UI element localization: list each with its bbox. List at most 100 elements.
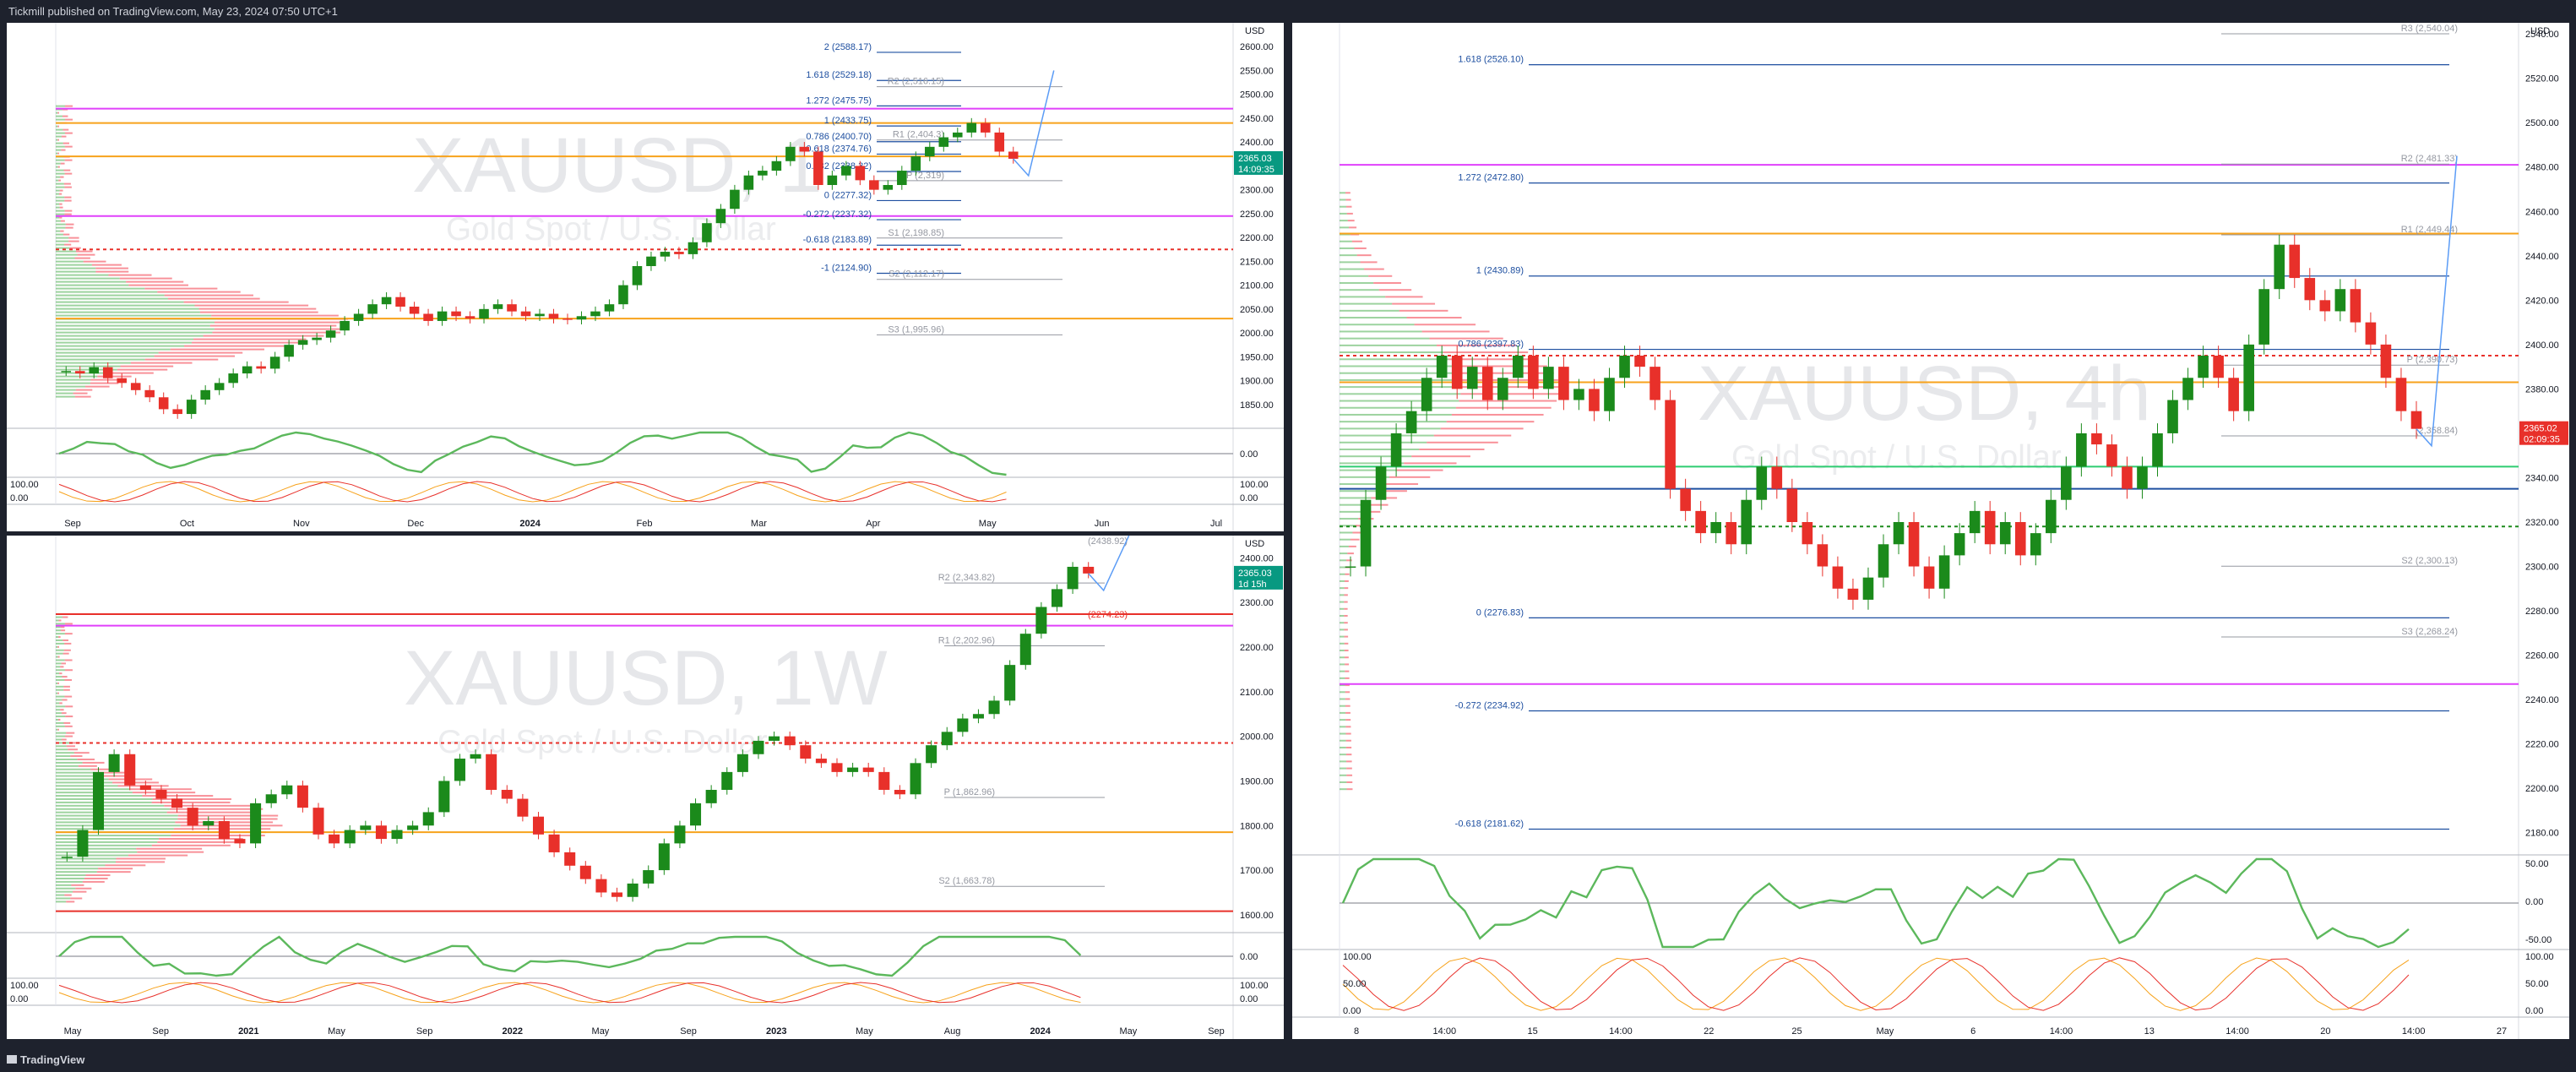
candle-body: [367, 304, 378, 314]
profile-bar-down: [65, 735, 73, 737]
candle-body: [1771, 466, 1783, 489]
candle-body: [2014, 522, 2026, 556]
profile-bar-down: [66, 901, 75, 903]
candle-body: [451, 311, 461, 317]
profile-bar-down: [214, 328, 345, 330]
x-tick-label: May: [1876, 1026, 1894, 1037]
candle-body: [2380, 344, 2392, 378]
profile-bar-down: [117, 368, 168, 371]
candle-body: [89, 367, 100, 374]
profile-bar-up: [56, 348, 171, 351]
candle-body: [312, 808, 324, 835]
profile-bar-up: [1340, 302, 1393, 305]
candle-body: [815, 759, 827, 764]
profile-bar-down: [136, 847, 203, 850]
profile-bar-down: [1389, 476, 1431, 478]
profile-bar-up: [1340, 309, 1399, 312]
candle-body: [2304, 278, 2316, 301]
profile-bar-up: [56, 335, 204, 337]
candle-body: [1878, 544, 1889, 578]
candle-body: [234, 839, 246, 844]
profile-bar-up: [56, 735, 66, 737]
candle-body: [980, 122, 991, 133]
candle-body: [381, 297, 392, 305]
profile-bar-up: [56, 821, 176, 824]
profile-bar-up: [1340, 642, 1345, 645]
candle-body: [878, 771, 890, 791]
osc-tick-label: 0.00: [1240, 449, 1258, 460]
profile-bar-up: [56, 837, 159, 840]
candle-body: [730, 189, 740, 210]
profile-bar-down: [164, 804, 253, 807]
profile-bar-up: [56, 732, 67, 734]
profile-bar-up: [1340, 767, 1347, 770]
profile-bar-down: [1348, 545, 1356, 547]
profile-bar-down: [66, 732, 75, 734]
profile-bar-down: [90, 382, 119, 384]
profile-bar-down: [64, 243, 72, 246]
candle-body: [604, 304, 615, 312]
profile-bar-down: [1460, 386, 1561, 389]
profile-bar-up: [1340, 372, 1458, 374]
candle-body: [501, 790, 513, 799]
y-tick-label: 2400.00: [1240, 553, 1274, 563]
profile-bar-down: [1345, 711, 1350, 714]
stoch-tick-label-right: 100.00: [1240, 981, 1269, 991]
profile-bar-up: [56, 139, 58, 141]
candle-body: [1710, 522, 1721, 534]
candle-body: [486, 754, 497, 791]
candle-body: [1513, 356, 1524, 378]
profile-bar-down: [137, 851, 204, 853]
y-tick-label: 2200.00: [1240, 233, 1274, 243]
profile-bar-up: [56, 672, 60, 675]
profile-bar-down: [169, 808, 264, 810]
profile-bar-up: [1340, 774, 1347, 776]
candle-body: [1847, 588, 1859, 600]
profile-bar-up: [56, 199, 65, 202]
profile-bar-down: [73, 752, 90, 754]
profile-bar-up: [56, 162, 61, 165]
stoch-k-line: [58, 982, 1081, 1004]
profile-bar-up: [1340, 614, 1345, 617]
daily-chart-panel[interactable]: XAUUSD, 1 Gold Spot / U.S. Dollar 2 (2588.…: [7, 23, 1284, 531]
profile-bar-up: [1340, 455, 1412, 458]
profile-bar-up: [56, 688, 64, 691]
profile-bar-down: [57, 166, 60, 168]
profile-bar-up: [56, 297, 168, 300]
candle-body: [228, 373, 238, 384]
y-tick-label: 2340.00: [2525, 473, 2559, 483]
pivot-label: P (2,390.73): [2407, 355, 2458, 365]
profile-bar-up: [56, 257, 75, 259]
x-tick-label: May: [592, 1026, 610, 1037]
profile-bar-up: [56, 351, 159, 354]
level-label: (2438.92): [1088, 536, 1128, 547]
profile-bar-up: [1340, 413, 1452, 416]
candle-body: [1543, 367, 1554, 389]
profile-bar-down: [214, 321, 345, 324]
profile-bar-down: [62, 676, 68, 678]
candle-body: [715, 209, 726, 224]
profile-bar-down: [61, 135, 67, 138]
fib-label: 0.786 (2397.83): [1458, 340, 1524, 350]
x-tick-label: 15: [1527, 1026, 1537, 1037]
profile-bar-up: [1340, 622, 1345, 624]
profile-bar-down: [57, 728, 59, 731]
profile-bar-down: [63, 649, 71, 651]
y-tick-label: 2500.00: [2525, 118, 2559, 128]
profile-bar-down: [193, 338, 307, 340]
candle-body: [1008, 151, 1019, 159]
candle-body: [1528, 356, 1539, 389]
y-tick-label: 1600.00: [1240, 911, 1274, 921]
candle-body: [1969, 510, 1981, 534]
profile-bar-down: [1345, 192, 1350, 194]
price-badge-value: 2365.03: [1238, 569, 1272, 579]
candle-body: [564, 852, 576, 866]
y-tick-label: 2400.00: [1240, 138, 1274, 148]
profile-bar-up: [1340, 324, 1415, 326]
profile-bar-up: [56, 854, 128, 857]
4h-chart-panel[interactable]: XAUUSD, 4h Gold Spot / U.S. Dollar 1.618 (…: [1292, 23, 2569, 1039]
profile-bar-up: [56, 857, 117, 860]
profile-bar-up: [1340, 434, 1434, 437]
profile-bar-down: [1344, 622, 1348, 624]
